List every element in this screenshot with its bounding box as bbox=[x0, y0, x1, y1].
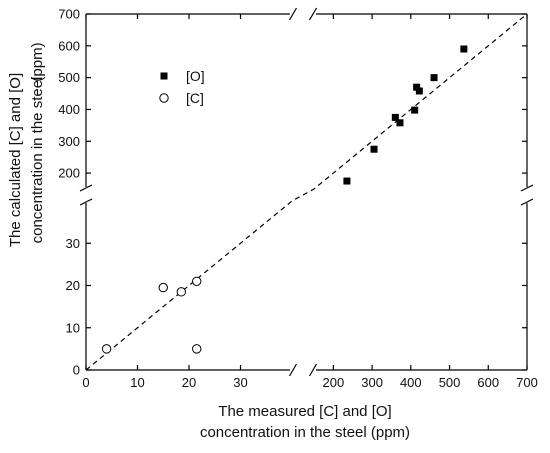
x-break-mark-1-b bbox=[308, 7, 318, 21]
point-o bbox=[411, 106, 419, 114]
y-tick-label: 600 bbox=[58, 38, 80, 53]
y-axis-title-line-2: concentration in the steel bbox=[29, 77, 46, 244]
reference-line-layer bbox=[85, 13, 528, 371]
x-axis-title-line-1: The measured [C] and [O] bbox=[218, 403, 391, 420]
legend-label-o: [O] bbox=[186, 68, 205, 84]
axis-ticks: 0 10 20 30 200 300 400 500 600 700 0 10 20 30 200 300 40… bbox=[58, 7, 538, 391]
x-break-mark-0-a bbox=[288, 363, 298, 377]
x-tick-label: 700 bbox=[516, 375, 538, 390]
point-o bbox=[415, 87, 423, 95]
x-break-mark-1-a bbox=[288, 7, 298, 21]
x-axis-title-line-2: concentration in the steel (ppm) bbox=[200, 424, 410, 441]
point-o bbox=[413, 83, 421, 91]
y-tick-label: 20 bbox=[66, 278, 80, 293]
y-tick-label: 30 bbox=[66, 236, 80, 251]
point-o bbox=[430, 74, 438, 82]
y-break-mark-0-a bbox=[79, 184, 93, 192]
point-o bbox=[396, 119, 404, 127]
y-tick-label: 300 bbox=[58, 134, 80, 149]
y-break-mark-0-b bbox=[79, 198, 93, 206]
y-axis-title-line-1: The calculated [C] and [O] bbox=[7, 73, 24, 247]
x-tick-label: 200 bbox=[323, 375, 345, 390]
x-tick-label: 600 bbox=[477, 375, 499, 390]
point-o bbox=[391, 113, 399, 121]
y-tick-label: 400 bbox=[58, 102, 80, 117]
point-c bbox=[192, 276, 202, 286]
point-o bbox=[343, 177, 351, 185]
data-points bbox=[101, 45, 468, 354]
y-axis-title-unit: (ppm) bbox=[29, 42, 46, 81]
y-tick-label: 0 bbox=[73, 363, 80, 378]
x-axis-title: The measured [C] and [O] concentration i… bbox=[200, 403, 410, 441]
legend-marker-c bbox=[159, 93, 169, 103]
y-break-mark-1-b bbox=[520, 198, 534, 206]
x-tick-label: 30 bbox=[233, 375, 247, 390]
x-tick-label: 0 bbox=[82, 375, 89, 390]
legend: [O] [C] bbox=[159, 68, 205, 106]
point-c bbox=[192, 344, 202, 354]
y-axis-title: The calculated [C] and [O] concentration… bbox=[7, 42, 46, 247]
reference-line bbox=[85, 13, 528, 371]
y-tick-label: 700 bbox=[58, 7, 80, 22]
y-break-mark-1-a bbox=[520, 184, 534, 192]
y-tick-label: 500 bbox=[58, 70, 80, 85]
x-tick-label: 500 bbox=[439, 375, 461, 390]
x-break-mark-0-b bbox=[308, 363, 318, 377]
legend-label-c: [C] bbox=[186, 90, 204, 106]
x-tick-label: 300 bbox=[361, 375, 383, 390]
y-tick-label: 10 bbox=[66, 320, 80, 335]
point-o bbox=[370, 145, 378, 153]
point-c bbox=[176, 287, 186, 297]
y-tick-label: 200 bbox=[58, 166, 80, 181]
legend-marker-o bbox=[160, 72, 168, 80]
x-tick-label: 10 bbox=[130, 375, 144, 390]
x-tick-label: 400 bbox=[400, 375, 422, 390]
x-tick-label: 20 bbox=[182, 375, 196, 390]
point-c bbox=[101, 344, 112, 354]
point-c bbox=[158, 282, 168, 293]
plot-frame bbox=[79, 7, 534, 377]
point-o bbox=[460, 45, 468, 53]
